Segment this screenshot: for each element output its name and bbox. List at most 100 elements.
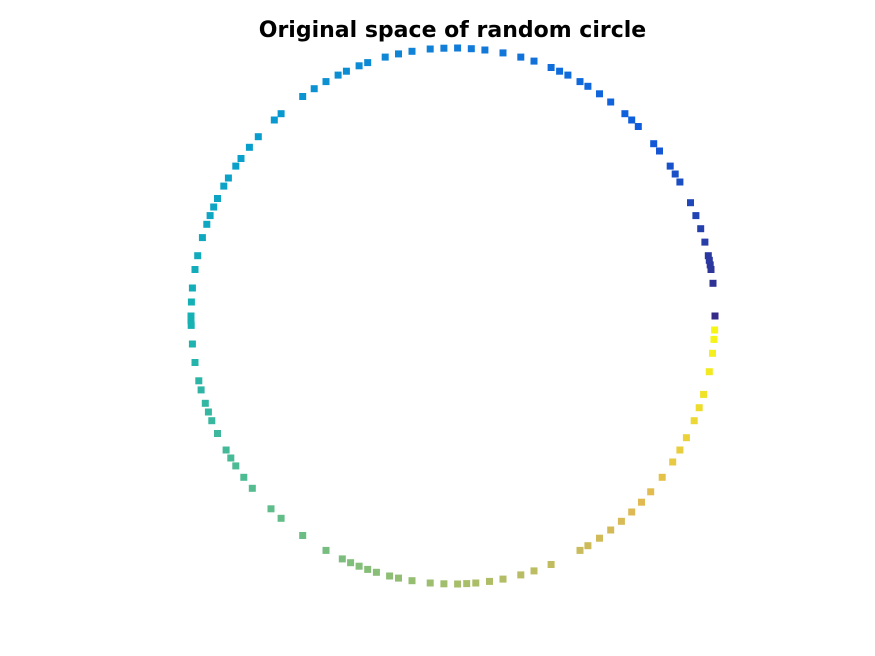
data-point bbox=[467, 45, 475, 53]
data-point bbox=[408, 47, 416, 55]
data-point bbox=[208, 417, 216, 425]
data-point bbox=[576, 78, 584, 86]
data-point bbox=[517, 571, 525, 579]
data-point bbox=[227, 454, 235, 462]
data-point bbox=[195, 377, 203, 385]
data-point bbox=[232, 162, 240, 170]
data-point bbox=[188, 284, 196, 292]
data-point bbox=[700, 390, 708, 398]
data-point bbox=[709, 349, 716, 357]
data-point bbox=[634, 123, 642, 130]
data-point bbox=[707, 266, 715, 273]
data-point bbox=[481, 46, 489, 54]
data-point bbox=[248, 484, 256, 492]
data-point bbox=[669, 458, 677, 466]
data-point bbox=[310, 85, 318, 93]
data-point bbox=[372, 568, 380, 576]
data-point bbox=[322, 78, 330, 86]
data-point bbox=[697, 225, 705, 233]
data-point bbox=[187, 317, 195, 325]
data-point bbox=[210, 203, 218, 211]
data-point bbox=[676, 446, 684, 454]
data-point bbox=[486, 577, 493, 585]
data-point bbox=[440, 580, 448, 588]
data-point bbox=[701, 238, 709, 246]
data-point bbox=[682, 434, 690, 442]
data-point bbox=[656, 147, 663, 155]
data-point bbox=[334, 71, 342, 79]
data-point bbox=[650, 140, 658, 148]
data-point bbox=[676, 178, 684, 186]
data-point bbox=[254, 133, 262, 141]
data-point bbox=[709, 279, 717, 287]
data-point bbox=[621, 110, 629, 118]
data-point bbox=[191, 359, 199, 366]
data-point bbox=[322, 546, 330, 554]
data-point bbox=[347, 559, 355, 567]
data-point bbox=[705, 368, 713, 376]
data-point bbox=[214, 195, 221, 202]
data-point bbox=[690, 417, 698, 425]
data-point bbox=[355, 62, 363, 70]
data-point bbox=[517, 53, 525, 61]
data-point bbox=[222, 446, 230, 454]
data-point bbox=[395, 50, 402, 58]
data-point bbox=[628, 116, 636, 124]
data-point bbox=[576, 546, 584, 554]
data-point bbox=[198, 234, 206, 242]
data-point bbox=[607, 98, 615, 106]
data-point bbox=[607, 526, 615, 534]
data-point bbox=[596, 90, 603, 98]
data-point bbox=[191, 266, 199, 273]
data-point bbox=[187, 298, 195, 306]
data-point bbox=[277, 514, 285, 522]
data-point bbox=[692, 212, 700, 220]
data-point bbox=[710, 335, 718, 343]
chart-title: Original space of random circle bbox=[258, 18, 647, 43]
data-point bbox=[197, 386, 205, 394]
data-point bbox=[706, 261, 714, 269]
data-point bbox=[628, 508, 636, 516]
data-point bbox=[194, 252, 202, 260]
data-point bbox=[338, 555, 346, 563]
data-point bbox=[687, 199, 694, 207]
data-point bbox=[267, 505, 275, 513]
data-point bbox=[472, 579, 480, 587]
data-point bbox=[220, 182, 228, 190]
data-point bbox=[214, 430, 221, 437]
data-point bbox=[395, 574, 402, 582]
data-point bbox=[454, 580, 462, 588]
data-point bbox=[530, 567, 538, 575]
data-point bbox=[277, 110, 285, 118]
data-point bbox=[596, 534, 603, 542]
data-point bbox=[342, 67, 350, 75]
data-point bbox=[188, 340, 196, 348]
data-point bbox=[499, 575, 507, 583]
data-point bbox=[270, 116, 278, 124]
data-point bbox=[499, 49, 507, 57]
data-point bbox=[638, 498, 645, 506]
data-point bbox=[711, 326, 719, 334]
data-point bbox=[454, 44, 462, 52]
data-point bbox=[530, 57, 538, 65]
data-point bbox=[617, 517, 625, 525]
data-point bbox=[245, 143, 253, 151]
data-point bbox=[204, 408, 212, 416]
data-point bbox=[463, 580, 471, 588]
data-point bbox=[381, 53, 389, 61]
data-point bbox=[203, 220, 211, 228]
data-point bbox=[364, 59, 372, 67]
data-point bbox=[658, 473, 666, 481]
data-point bbox=[240, 473, 248, 481]
data-point bbox=[206, 212, 214, 220]
data-point bbox=[299, 532, 307, 539]
data-point bbox=[364, 565, 372, 573]
data-point bbox=[187, 321, 195, 329]
data-point bbox=[584, 82, 592, 90]
data-point bbox=[408, 577, 416, 585]
data-point bbox=[704, 252, 712, 260]
data-point bbox=[564, 71, 572, 79]
data-point bbox=[386, 572, 394, 580]
data-point bbox=[666, 162, 674, 170]
data-point bbox=[299, 93, 307, 100]
